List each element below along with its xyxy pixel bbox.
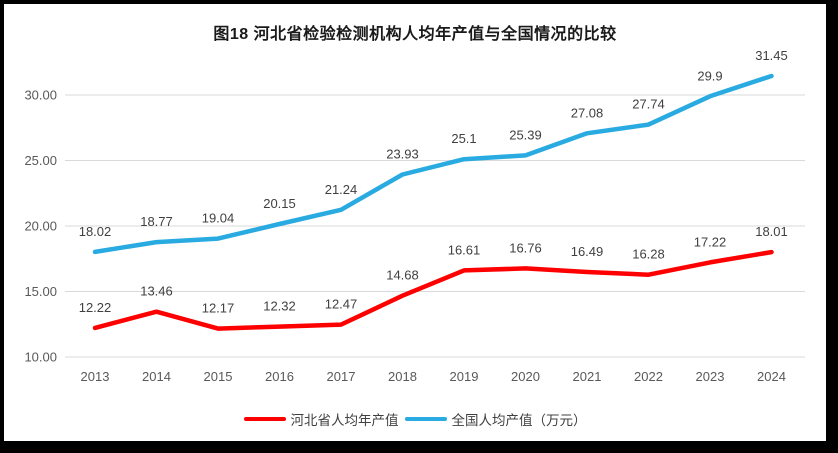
- x-axis-tick-label: 2021: [573, 369, 602, 384]
- y-axis-tick-label: 10.00: [24, 350, 57, 365]
- data-label: 21.24: [325, 182, 358, 197]
- x-axis-tick-label: 2015: [204, 369, 233, 384]
- series-line-1: [92, 73, 774, 255]
- series-line-0: [92, 249, 774, 331]
- x-axis-tick-label: 2023: [696, 369, 725, 384]
- data-label: 20.15: [263, 196, 296, 211]
- x-axis-tick-label: 2020: [511, 369, 540, 384]
- data-label: 17.22: [694, 234, 727, 249]
- legend-item-national: 全国人均产值（万元）: [404, 409, 587, 429]
- data-label: 18.02: [79, 224, 112, 239]
- data-label: 29.9: [697, 68, 722, 83]
- data-label: 16.61: [448, 242, 481, 257]
- data-label: 16.28: [632, 247, 665, 262]
- data-label: 25.1: [451, 131, 476, 146]
- x-axis-tick-label: 2014: [142, 369, 171, 384]
- data-label: 31.45: [755, 48, 788, 63]
- data-label: 23.93: [386, 147, 419, 162]
- legend-item-hebei: 河北省人均年产值: [243, 409, 399, 429]
- data-label: 16.76: [509, 240, 542, 255]
- legend-label-hebei: 河北省人均年产值: [290, 413, 399, 428]
- data-label: 12.47: [325, 297, 358, 312]
- y-axis-tick-label: 30.00: [24, 88, 57, 103]
- y-axis-tick-label: 20.00: [24, 219, 57, 234]
- chart-legend: 河北省人均年产值 全国人均产值（万元）: [4, 409, 826, 429]
- x-axis-tick-label: 2018: [388, 369, 417, 384]
- data-label: 13.46: [140, 284, 173, 299]
- data-label: 18.01: [755, 224, 788, 239]
- legend-label-national: 全国人均产值（万元）: [451, 413, 587, 428]
- data-label: 12.17: [202, 301, 235, 316]
- hebei-series-line-swatch: [243, 417, 286, 421]
- chart-title: 图18 河北省检验检测机构人均年产值与全国情况的比较: [213, 26, 617, 43]
- data-label: 19.04: [202, 211, 235, 226]
- data-label: 12.22: [79, 300, 112, 315]
- x-axis-tick-label: 2024: [757, 369, 786, 384]
- x-axis-tick-label: 2022: [634, 369, 663, 384]
- national-series-line-swatch: [404, 417, 447, 421]
- data-label: 27.74: [632, 97, 665, 112]
- data-label: 16.49: [571, 244, 604, 259]
- data-label: 14.68: [386, 268, 419, 283]
- x-axis-tick-label: 2017: [327, 369, 356, 384]
- y-axis-tick-label: 15.00: [24, 284, 57, 299]
- x-axis-tick-label: 2013: [81, 369, 110, 384]
- y-axis-tick-label: 25.00: [24, 153, 57, 168]
- x-axis-tick-label: 2019: [450, 369, 479, 384]
- data-label: 27.08: [571, 105, 604, 120]
- data-label: 18.77: [140, 214, 173, 229]
- line-chart: 10.00 15.00 20.00 25.00 30.00 2013 2014 2015 201…: [24, 48, 805, 384]
- data-label: 25.39: [509, 127, 542, 142]
- data-label: 12.32: [263, 299, 296, 314]
- chart-canvas: 图18 河北省检验检测机构人均年产值与全国情况的比较 10.00 15.00 20.…: [4, 4, 826, 441]
- x-axis-tick-label: 2016: [265, 369, 294, 384]
